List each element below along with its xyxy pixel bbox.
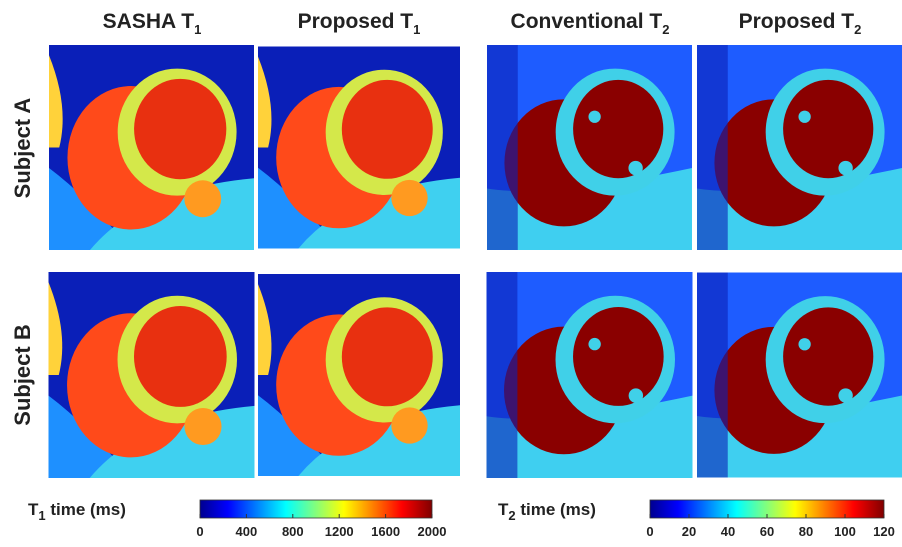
column-title: SASHA T1 <box>103 10 202 37</box>
column-title: Proposed T2 <box>739 10 862 37</box>
colorbar <box>199 499 433 519</box>
text-part: Conventional T <box>511 10 663 33</box>
tick-label: 80 <box>799 524 813 539</box>
text-part: time (ms) <box>516 500 596 519</box>
row-label: Subject B <box>10 324 35 425</box>
tick-label: 2000 <box>418 524 447 539</box>
colorbar-label: T1 time (ms) <box>28 500 126 523</box>
tick-label: 100 <box>834 524 856 539</box>
text-part: 1 <box>194 22 201 37</box>
t1-map <box>258 46 460 249</box>
text-part: T <box>498 500 509 519</box>
text-part: 1 <box>413 22 420 37</box>
tick-label: 120 <box>873 524 895 539</box>
text-part: Proposed T <box>739 10 855 33</box>
tick-label: 800 <box>282 524 304 539</box>
column-title: Conventional T2 <box>511 10 670 37</box>
t1-map <box>48 272 255 478</box>
t2-map <box>487 45 692 250</box>
tick-label: 1200 <box>325 524 354 539</box>
text-part: 2 <box>854 22 861 37</box>
t2-map <box>486 272 693 478</box>
t1-map <box>49 45 254 250</box>
text-part: 2 <box>662 22 669 37</box>
t2-map <box>697 272 902 478</box>
tick-label: 20 <box>682 524 696 539</box>
tick-label: 40 <box>721 524 735 539</box>
t2-map <box>697 45 902 250</box>
t1-map <box>258 274 460 476</box>
tick-label: 0 <box>196 524 203 539</box>
tick-label: 0 <box>646 524 653 539</box>
tick-label: 60 <box>760 524 774 539</box>
row-label: Subject A <box>10 98 35 199</box>
text-part: 1 <box>38 508 45 523</box>
tick-label: 400 <box>236 524 258 539</box>
text-part: Proposed T <box>298 10 414 33</box>
text-part: time (ms) <box>46 500 126 519</box>
column-title: Proposed T1 <box>298 10 421 37</box>
text-part: SASHA T <box>103 10 195 33</box>
tick-label: 1600 <box>371 524 400 539</box>
text-part: T <box>28 500 39 519</box>
text-part: 2 <box>508 508 515 523</box>
colorbar-label: T2 time (ms) <box>498 500 596 523</box>
